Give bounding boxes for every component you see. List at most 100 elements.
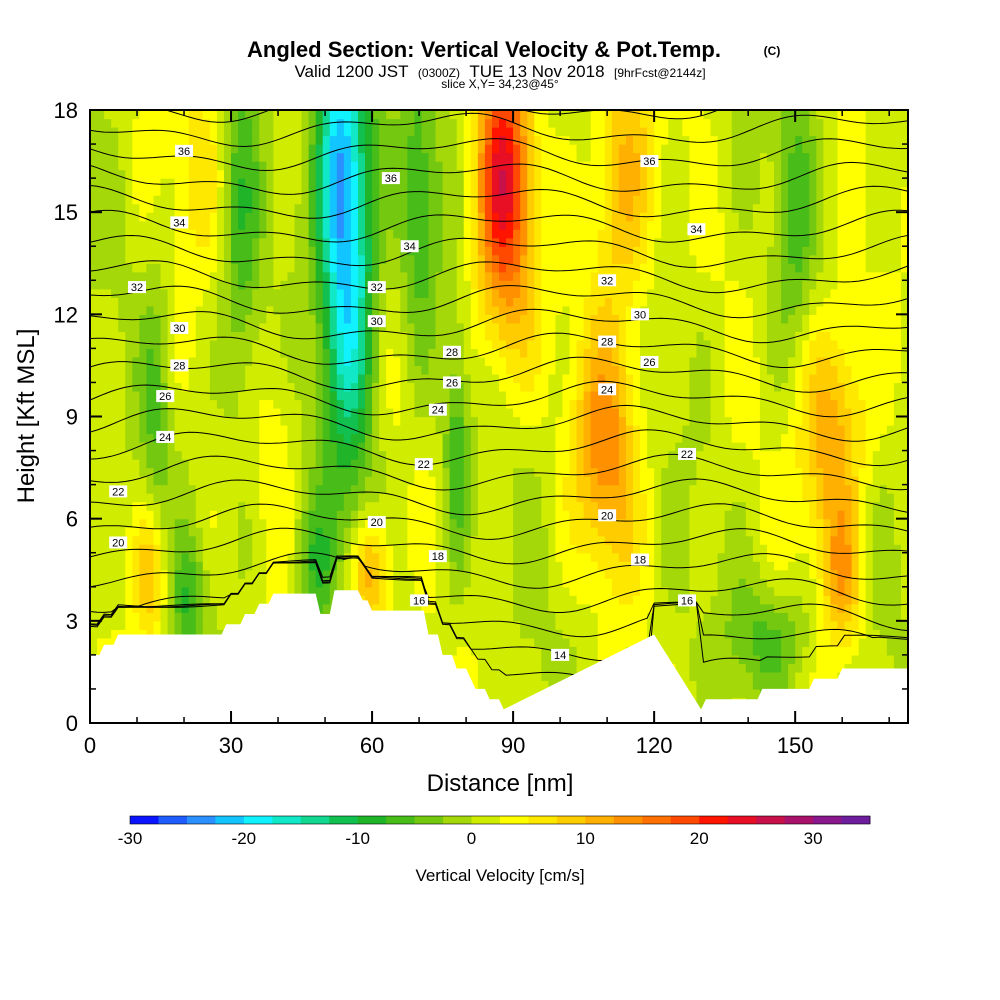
vv-cell bbox=[541, 518, 549, 528]
vv-cell bbox=[717, 433, 726, 443]
vv-cell bbox=[886, 390, 895, 401]
vv-cell bbox=[336, 578, 345, 588]
vv-cell bbox=[132, 578, 140, 588]
vv-cell bbox=[795, 654, 803, 664]
vv-cell bbox=[231, 382, 239, 392]
vv-cell bbox=[513, 467, 521, 477]
vv-cell bbox=[111, 620, 119, 630]
vv-cell bbox=[548, 527, 557, 537]
vv-cell bbox=[886, 416, 895, 426]
vv-cell bbox=[463, 595, 472, 605]
vv-cell bbox=[245, 603, 253, 613]
vv-cell bbox=[682, 493, 690, 503]
vv-cell bbox=[618, 527, 627, 537]
vv-cell bbox=[449, 407, 458, 418]
vv-cell bbox=[463, 356, 472, 367]
vv-cell bbox=[372, 561, 380, 571]
vv-cell bbox=[774, 544, 782, 554]
vv-cell bbox=[527, 467, 535, 477]
vv-cell bbox=[350, 476, 359, 486]
vv-cell bbox=[576, 654, 585, 664]
vv-cell bbox=[202, 390, 211, 401]
vv-cell bbox=[752, 407, 761, 418]
vv-cell bbox=[640, 459, 648, 469]
vv-cell bbox=[611, 356, 620, 367]
vv-cell bbox=[294, 467, 303, 477]
vv-cell bbox=[365, 390, 373, 401]
vv-cell bbox=[766, 459, 775, 469]
vv-cell bbox=[597, 442, 606, 452]
vv-cell bbox=[315, 390, 324, 401]
vv-cell bbox=[590, 373, 599, 384]
vv-cell bbox=[738, 365, 747, 375]
vv-cell bbox=[449, 552, 458, 562]
vv-cell bbox=[830, 459, 839, 469]
vv-cell bbox=[661, 637, 669, 647]
vv-cell bbox=[738, 680, 747, 690]
vv-cell bbox=[118, 569, 126, 579]
vv-cell bbox=[618, 450, 627, 460]
vv-cell bbox=[766, 612, 775, 622]
vv-cell bbox=[181, 459, 190, 469]
vv-cell bbox=[844, 603, 853, 613]
vv-cell bbox=[548, 663, 557, 673]
vv-cell bbox=[809, 399, 817, 409]
vv-cell bbox=[618, 501, 627, 511]
vv-cell bbox=[223, 612, 232, 622]
vv-cell bbox=[216, 586, 225, 596]
vv-cell bbox=[252, 501, 260, 511]
vv-cell bbox=[717, 637, 726, 647]
vv-cell bbox=[618, 629, 627, 639]
vv-cell bbox=[703, 629, 712, 639]
vv-cell bbox=[618, 603, 627, 613]
vv-cell bbox=[844, 493, 853, 503]
vv-cell bbox=[766, 544, 775, 554]
vv-cell bbox=[569, 595, 578, 605]
vv-cell bbox=[280, 561, 289, 571]
vv-cell bbox=[738, 595, 747, 605]
vv-cell bbox=[548, 399, 557, 409]
vv-cell bbox=[118, 442, 126, 452]
vv-cell bbox=[484, 663, 493, 673]
vv-cell bbox=[393, 527, 401, 537]
vv-cell bbox=[590, 476, 599, 486]
vv-cell bbox=[872, 544, 881, 554]
vv-cell bbox=[499, 399, 507, 409]
vv-cell bbox=[689, 680, 698, 690]
vv-cell bbox=[421, 442, 430, 452]
vv-cell bbox=[900, 518, 908, 528]
vv-cell bbox=[506, 578, 514, 588]
vv-cell bbox=[428, 586, 437, 596]
vv-cell bbox=[188, 586, 197, 596]
vv-cell bbox=[900, 646, 908, 656]
vv-cell bbox=[513, 595, 521, 605]
vv-cell bbox=[745, 399, 754, 409]
vv-cell bbox=[745, 518, 754, 528]
vv-cell bbox=[879, 510, 888, 520]
vv-cell bbox=[809, 586, 817, 596]
vv-cell bbox=[781, 390, 789, 401]
vv-cell bbox=[111, 510, 119, 520]
vv-cell bbox=[738, 569, 747, 579]
vv-cell bbox=[365, 382, 373, 392]
vv-cell bbox=[294, 544, 303, 554]
vv-cell bbox=[788, 442, 796, 452]
vv-cell bbox=[273, 569, 281, 579]
vv-cell bbox=[259, 365, 267, 375]
vv-cell bbox=[132, 629, 140, 639]
vv-cell bbox=[816, 365, 824, 375]
vv-cell bbox=[506, 586, 514, 596]
vv-cell bbox=[245, 356, 253, 367]
vv-cell bbox=[900, 450, 908, 460]
vv-cell bbox=[111, 373, 119, 384]
vv-cell bbox=[752, 646, 761, 656]
vv-cell bbox=[886, 442, 895, 452]
vv-cell bbox=[442, 518, 451, 528]
vv-cell bbox=[428, 382, 437, 392]
vv-cell bbox=[195, 518, 204, 528]
vv-cell bbox=[830, 586, 839, 596]
vv-cell bbox=[837, 527, 846, 537]
vv-cell bbox=[357, 578, 366, 588]
vv-cell bbox=[435, 518, 444, 528]
vv-cell bbox=[160, 620, 169, 630]
